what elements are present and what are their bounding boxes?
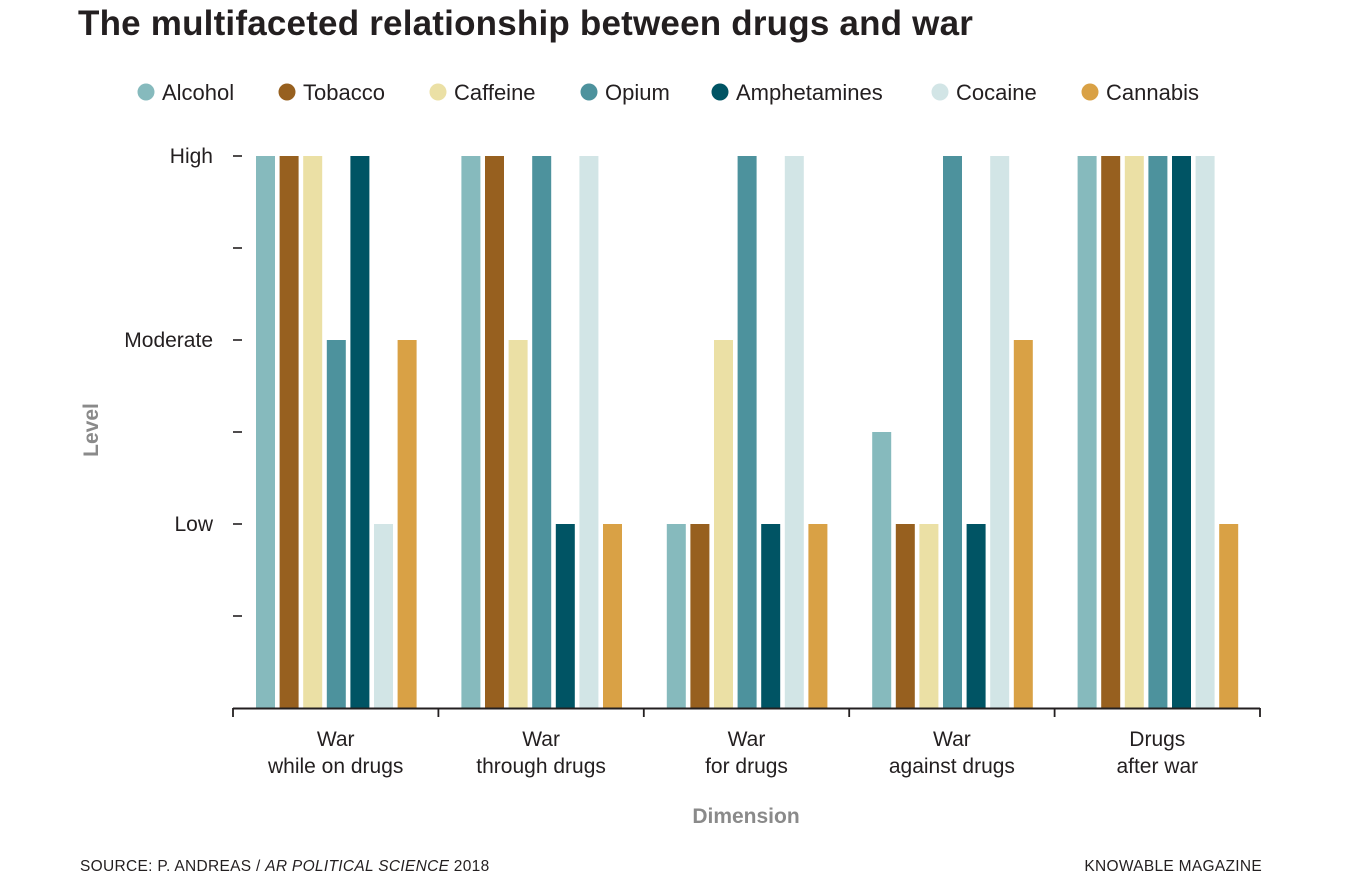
- x-tick-label-1-line-1: through drugs: [476, 755, 606, 778]
- y-tick-label-moderate: Moderate: [124, 329, 213, 352]
- x-tick-label-2-line-0: War: [728, 728, 766, 751]
- x-tick-label-0-line-1: while on drugs: [267, 755, 403, 778]
- publisher-credit: KNOWABLE MAGAZINE: [1084, 858, 1262, 875]
- bar-opium-4: [1148, 156, 1168, 708]
- source-prefix: SOURCE: P. ANDREAS /: [80, 858, 266, 875]
- x-tick-label-2-line-1: for drugs: [705, 755, 788, 778]
- bar-alcohol-4: [1077, 156, 1097, 708]
- bar-opium-2: [737, 156, 757, 708]
- bar-tobacco-1: [485, 156, 504, 708]
- bar-tobacco-4: [1101, 156, 1121, 708]
- x-tick-label-3-line-1: against drugs: [889, 755, 1015, 778]
- bar-cocaine-3: [990, 156, 1010, 708]
- source-year: 2018: [449, 858, 490, 875]
- legend-label-alcohol: Alcohol: [162, 80, 234, 105]
- bar-cocaine-4: [1195, 156, 1215, 708]
- legend-label-cocaine: Cocaine: [956, 80, 1037, 105]
- bar-opium-1: [532, 156, 552, 708]
- bar-amphetamines-3: [966, 524, 986, 708]
- bar-caffeine-3: [919, 524, 939, 708]
- source-journal: AR POLITICAL SCIENCE: [265, 858, 450, 875]
- bar-tobacco-0: [279, 156, 299, 708]
- bar-cannabis-4: [1219, 524, 1239, 708]
- legend-label-caffeine: Caffeine: [454, 80, 536, 105]
- legend-marker-tobacco: [278, 83, 296, 101]
- x-tick-label-3-line-0: War: [933, 728, 971, 751]
- bar-alcohol-1: [461, 156, 481, 708]
- bar-amphetamines-4: [1172, 156, 1191, 708]
- legend-marker-alcohol: [137, 83, 155, 101]
- legend-label-amphetamines: Amphetamines: [736, 80, 883, 105]
- bar-amphetamines-1: [555, 524, 575, 708]
- bar-cocaine-0: [374, 524, 393, 708]
- y-axis-title: Level: [80, 403, 103, 457]
- bar-alcohol-2: [666, 524, 686, 708]
- bar-cannabis-0: [397, 340, 417, 708]
- legend-marker-caffeine: [429, 83, 447, 101]
- y-tick-label-high: High: [170, 145, 213, 168]
- bar-cocaine-1: [579, 156, 599, 708]
- bar-amphetamines-0: [350, 156, 370, 708]
- x-tick-label-4-line-0: Drugs: [1129, 728, 1185, 751]
- source-note: SOURCE: P. ANDREAS / AR POLITICAL SCIENC…: [80, 858, 490, 876]
- y-tick-label-low: Low: [174, 513, 213, 536]
- legend-label-cannabis: Cannabis: [1106, 80, 1199, 105]
- legend-label-opium: Opium: [605, 80, 670, 105]
- bar-cannabis-3: [1013, 340, 1033, 708]
- bar-opium-0: [326, 340, 346, 708]
- legend-marker-opium: [580, 83, 598, 101]
- bar-caffeine-2: [714, 340, 733, 708]
- bar-cannabis-1: [603, 524, 622, 708]
- bar-cannabis-2: [808, 524, 828, 708]
- x-tick-label-1-line-0: War: [522, 728, 560, 751]
- bar-alcohol-3: [872, 432, 892, 708]
- x-tick-label-4-line-1: after war: [1116, 755, 1198, 778]
- x-axis-title: Dimension: [692, 805, 799, 828]
- chart-title: The multifaceted relationship between dr…: [78, 4, 974, 43]
- bar-cocaine-2: [784, 156, 804, 708]
- bar-tobacco-2: [690, 524, 710, 708]
- x-tick-label-0-line-0: War: [317, 728, 355, 751]
- legend-marker-cocaine: [931, 83, 949, 101]
- legend-marker-amphetamines: [711, 83, 729, 101]
- legend-marker-cannabis: [1081, 83, 1099, 101]
- bar-caffeine-0: [303, 156, 323, 708]
- bar-caffeine-1: [508, 340, 528, 708]
- legend-label-tobacco: Tobacco: [303, 80, 385, 105]
- bar-amphetamines-2: [761, 524, 781, 708]
- bar-tobacco-3: [895, 524, 915, 708]
- bar-alcohol-0: [256, 156, 275, 708]
- bar-opium-3: [943, 156, 962, 708]
- bar-caffeine-4: [1124, 156, 1144, 708]
